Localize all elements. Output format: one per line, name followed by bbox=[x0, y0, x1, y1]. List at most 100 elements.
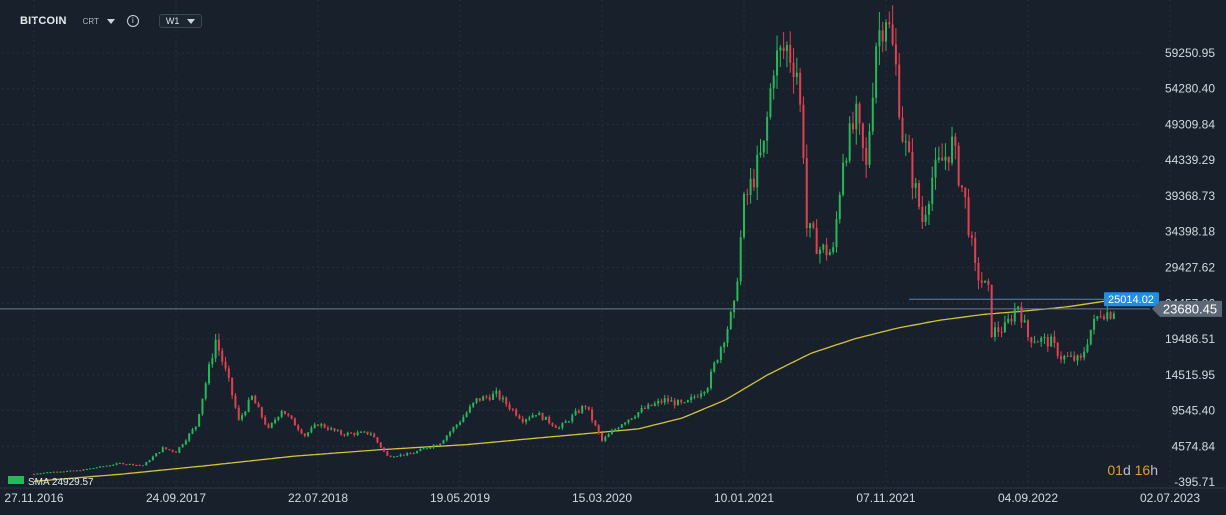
candle-body bbox=[59, 471, 62, 473]
candle-body bbox=[161, 447, 164, 453]
chevron-down-icon bbox=[187, 18, 196, 24]
candle-body bbox=[944, 156, 947, 161]
candle-body bbox=[914, 183, 917, 188]
candle-body bbox=[875, 46, 878, 98]
candle-body bbox=[141, 465, 144, 467]
candle-body bbox=[723, 342, 726, 348]
candle-body bbox=[409, 453, 412, 455]
candle-body bbox=[264, 417, 267, 425]
candle-body bbox=[191, 429, 194, 434]
candle-body bbox=[373, 433, 376, 438]
candle-body bbox=[1053, 336, 1056, 344]
candle-body bbox=[92, 468, 95, 470]
candle-body bbox=[769, 88, 772, 117]
x-tick-label: 19.05.2019 bbox=[430, 491, 490, 505]
candle-body bbox=[604, 437, 607, 441]
candle-body bbox=[544, 416, 547, 420]
candle-body bbox=[1010, 318, 1013, 322]
sma-legend-swatch bbox=[8, 476, 24, 484]
candle-body bbox=[591, 409, 594, 421]
candle-body bbox=[762, 140, 765, 153]
sma-legend-label[interactable]: SMA 24929.57 bbox=[28, 477, 94, 488]
current-price-label: 23680.45 bbox=[1163, 301, 1217, 316]
candle-body bbox=[482, 396, 485, 401]
countdown-hours: 16 bbox=[1134, 462, 1151, 478]
candle-body bbox=[49, 472, 52, 474]
candle-body bbox=[508, 404, 511, 410]
candle-body bbox=[231, 377, 234, 396]
candle-body bbox=[95, 467, 98, 469]
candle-body bbox=[1040, 337, 1043, 342]
candle-body bbox=[726, 328, 729, 343]
candle-body bbox=[729, 312, 732, 329]
candle-body bbox=[511, 409, 514, 411]
candle-body bbox=[1013, 309, 1016, 322]
candle-body bbox=[422, 448, 425, 450]
candle-body bbox=[815, 227, 818, 254]
candle-body bbox=[148, 460, 151, 463]
level-marker[interactable] bbox=[1104, 292, 1159, 307]
candle-body bbox=[832, 247, 835, 252]
candle-body bbox=[620, 424, 623, 428]
candle-body bbox=[376, 437, 379, 443]
candle-body bbox=[782, 47, 785, 52]
candle-body bbox=[805, 158, 808, 229]
candle-body bbox=[521, 418, 524, 423]
candle-body bbox=[1033, 341, 1036, 343]
candle-body bbox=[346, 432, 349, 436]
candle-body bbox=[320, 424, 323, 426]
candle-body bbox=[825, 244, 828, 256]
candle-body bbox=[425, 448, 428, 450]
candle-body bbox=[1073, 355, 1076, 361]
chevron-down-icon[interactable] bbox=[106, 18, 115, 24]
candle-body bbox=[1063, 356, 1066, 360]
candle-body bbox=[221, 350, 224, 362]
candle-body bbox=[287, 414, 290, 416]
candle-body bbox=[472, 402, 475, 407]
candle-body bbox=[62, 471, 65, 473]
candle-body bbox=[581, 406, 584, 413]
candle-body bbox=[492, 393, 495, 400]
candle-body bbox=[597, 425, 600, 434]
candle-body bbox=[125, 464, 128, 466]
candle-body bbox=[389, 455, 392, 457]
y-tick-label: 9545.40 bbox=[1172, 404, 1216, 418]
candle-body bbox=[921, 206, 924, 222]
info-icon[interactable]: i bbox=[126, 15, 139, 27]
candle-body bbox=[980, 280, 983, 283]
candle-body bbox=[350, 432, 353, 434]
timeframe-selector[interactable]: W1 bbox=[158, 14, 203, 28]
y-tick-label: 59250.95 bbox=[1165, 46, 1215, 60]
candle-body bbox=[997, 327, 1000, 332]
candle-body bbox=[518, 415, 521, 419]
candle-body bbox=[954, 136, 957, 146]
candle-body bbox=[132, 463, 135, 466]
candle-body bbox=[399, 454, 402, 457]
candle-body bbox=[574, 410, 577, 416]
candle-body bbox=[330, 428, 333, 430]
symbol-label[interactable]: BITCOIN bbox=[20, 15, 67, 27]
candle-body bbox=[904, 141, 907, 143]
candle-body bbox=[336, 430, 339, 432]
candle-body bbox=[851, 123, 854, 130]
candle-body bbox=[901, 117, 904, 142]
candle-body bbox=[871, 97, 874, 132]
candle-body bbox=[630, 418, 633, 420]
candle-body bbox=[878, 30, 881, 47]
chart-type-selector[interactable]: CRT bbox=[82, 16, 99, 26]
candle-body bbox=[772, 75, 775, 89]
candle-body bbox=[554, 425, 557, 428]
countdown-hours-unit: h bbox=[1150, 462, 1158, 478]
candle-body bbox=[802, 104, 805, 159]
candle-body bbox=[993, 327, 996, 337]
x-tick-label: 22.07.2018 bbox=[288, 491, 348, 505]
y-tick-label: 29427.62 bbox=[1165, 261, 1215, 275]
candle-body bbox=[1056, 343, 1059, 357]
candle-body bbox=[406, 453, 409, 456]
candle-body bbox=[270, 422, 273, 428]
candle-body bbox=[587, 406, 590, 410]
candle-body bbox=[247, 399, 250, 412]
candle-body bbox=[498, 390, 501, 400]
candle-body bbox=[353, 433, 356, 435]
